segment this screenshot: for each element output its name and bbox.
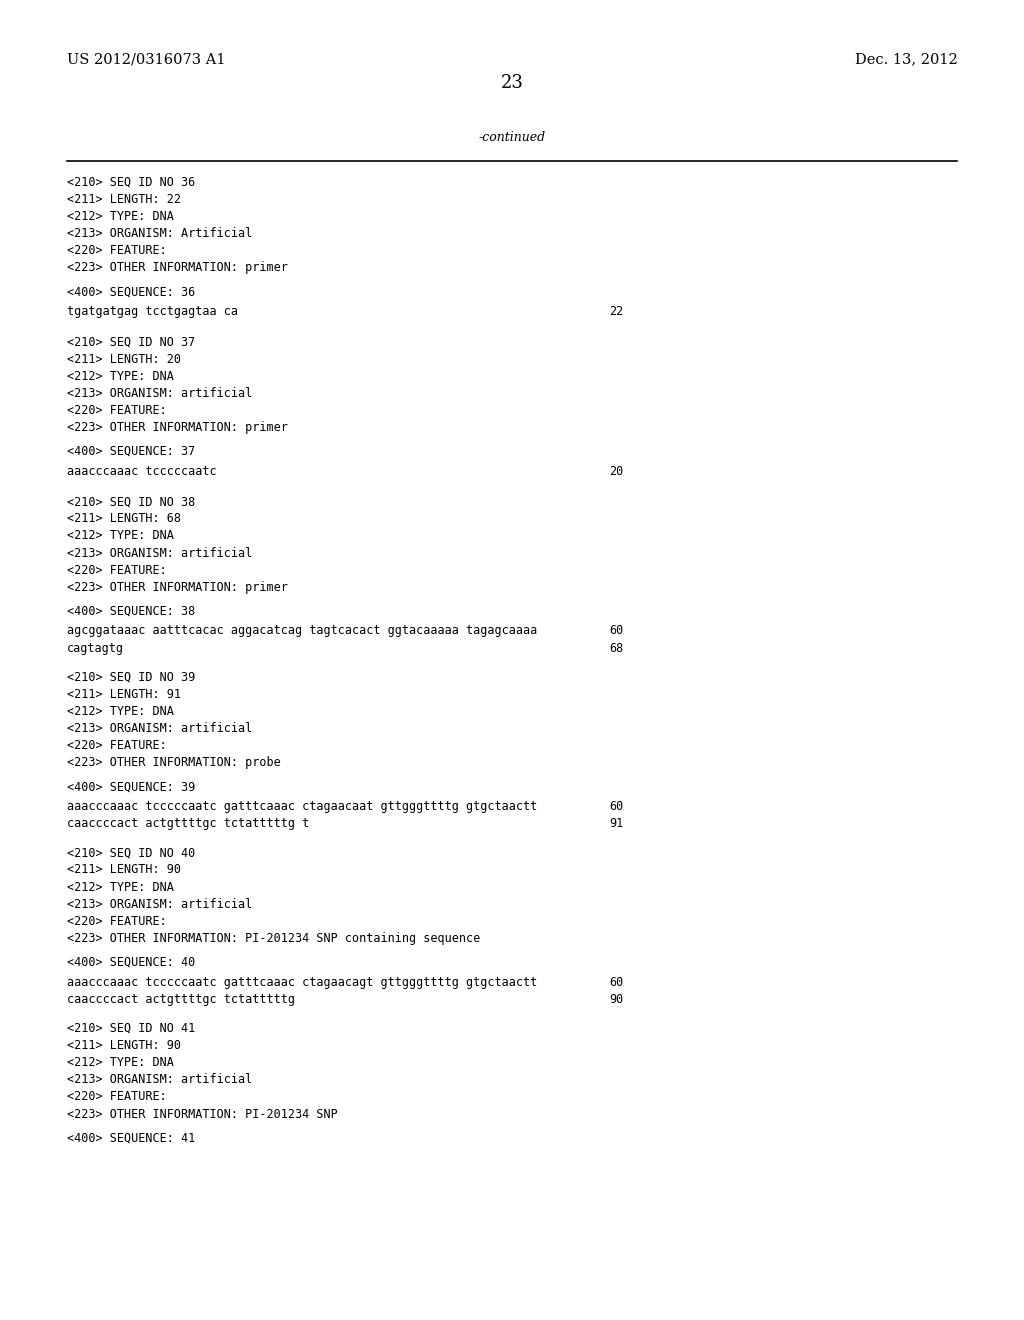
Text: <211> LENGTH: 91: <211> LENGTH: 91	[67, 688, 180, 701]
Text: 68: 68	[609, 642, 624, 655]
Text: <400> SEQUENCE: 38: <400> SEQUENCE: 38	[67, 605, 195, 618]
Text: <213> ORGANISM: artificial: <213> ORGANISM: artificial	[67, 546, 252, 560]
Text: 90: 90	[609, 993, 624, 1006]
Text: <400> SEQUENCE: 41: <400> SEQUENCE: 41	[67, 1131, 195, 1144]
Text: <210> SEQ ID NO 41: <210> SEQ ID NO 41	[67, 1022, 195, 1035]
Text: <223> OTHER INFORMATION: PI-201234 SNP containing sequence: <223> OTHER INFORMATION: PI-201234 SNP c…	[67, 932, 480, 945]
Text: <210> SEQ ID NO 39: <210> SEQ ID NO 39	[67, 671, 195, 684]
Text: cagtagtg: cagtagtg	[67, 642, 124, 655]
Text: 60: 60	[609, 624, 624, 638]
Text: <212> TYPE: DNA: <212> TYPE: DNA	[67, 529, 173, 543]
Text: <212> TYPE: DNA: <212> TYPE: DNA	[67, 880, 173, 894]
Text: <213> ORGANISM: artificial: <213> ORGANISM: artificial	[67, 1073, 252, 1086]
Text: US 2012/0316073 A1: US 2012/0316073 A1	[67, 53, 225, 66]
Text: <210> SEQ ID NO 37: <210> SEQ ID NO 37	[67, 335, 195, 348]
Text: 22: 22	[609, 305, 624, 318]
Text: <220> FEATURE:: <220> FEATURE:	[67, 404, 166, 417]
Text: <223> OTHER INFORMATION: probe: <223> OTHER INFORMATION: probe	[67, 756, 281, 770]
Text: <210> SEQ ID NO 40: <210> SEQ ID NO 40	[67, 846, 195, 859]
Text: <220> FEATURE:: <220> FEATURE:	[67, 739, 166, 752]
Text: 60: 60	[609, 975, 624, 989]
Text: aaacccaaac tcccccaatc gatttcaaac ctagaacaat gttgggttttg gtgctaactt: aaacccaaac tcccccaatc gatttcaaac ctagaac…	[67, 800, 537, 813]
Text: <213> ORGANISM: artificial: <213> ORGANISM: artificial	[67, 722, 252, 735]
Text: <213> ORGANISM: artificial: <213> ORGANISM: artificial	[67, 387, 252, 400]
Text: 60: 60	[609, 800, 624, 813]
Text: <220> FEATURE:: <220> FEATURE:	[67, 564, 166, 577]
Text: <212> TYPE: DNA: <212> TYPE: DNA	[67, 370, 173, 383]
Text: 23: 23	[501, 74, 523, 92]
Text: <211> LENGTH: 68: <211> LENGTH: 68	[67, 512, 180, 525]
Text: aaacccaaac tcccccaatc: aaacccaaac tcccccaatc	[67, 465, 216, 478]
Text: <223> OTHER INFORMATION: primer: <223> OTHER INFORMATION: primer	[67, 421, 288, 434]
Text: agcggataaac aatttcacac aggacatcag tagtcacact ggtacaaaaa tagagcaaaa: agcggataaac aatttcacac aggacatcag tagtca…	[67, 624, 537, 638]
Text: <212> TYPE: DNA: <212> TYPE: DNA	[67, 210, 173, 223]
Text: <211> LENGTH: 20: <211> LENGTH: 20	[67, 352, 180, 366]
Text: tgatgatgag tcctgagtaa ca: tgatgatgag tcctgagtaa ca	[67, 305, 238, 318]
Text: <223> OTHER INFORMATION: PI-201234 SNP: <223> OTHER INFORMATION: PI-201234 SNP	[67, 1107, 337, 1121]
Text: <223> OTHER INFORMATION: primer: <223> OTHER INFORMATION: primer	[67, 581, 288, 594]
Text: 91: 91	[609, 817, 624, 830]
Text: <211> LENGTH: 90: <211> LENGTH: 90	[67, 863, 180, 876]
Text: Dec. 13, 2012: Dec. 13, 2012	[855, 53, 957, 66]
Text: <210> SEQ ID NO 36: <210> SEQ ID NO 36	[67, 176, 195, 189]
Text: <211> LENGTH: 90: <211> LENGTH: 90	[67, 1039, 180, 1052]
Text: caaccccact actgttttgc tctatttttg: caaccccact actgttttgc tctatttttg	[67, 993, 295, 1006]
Text: <212> TYPE: DNA: <212> TYPE: DNA	[67, 705, 173, 718]
Text: 20: 20	[609, 465, 624, 478]
Text: <223> OTHER INFORMATION: primer: <223> OTHER INFORMATION: primer	[67, 261, 288, 275]
Text: <220> FEATURE:: <220> FEATURE:	[67, 915, 166, 928]
Text: <220> FEATURE:: <220> FEATURE:	[67, 244, 166, 257]
Text: aaacccaaac tcccccaatc gatttcaaac ctagaacagt gttgggttttg gtgctaactt: aaacccaaac tcccccaatc gatttcaaac ctagaac…	[67, 975, 537, 989]
Text: <212> TYPE: DNA: <212> TYPE: DNA	[67, 1056, 173, 1069]
Text: <400> SEQUENCE: 36: <400> SEQUENCE: 36	[67, 285, 195, 298]
Text: <210> SEQ ID NO 38: <210> SEQ ID NO 38	[67, 495, 195, 508]
Text: <220> FEATURE:: <220> FEATURE:	[67, 1090, 166, 1104]
Text: caaccccact actgttttgc tctatttttg t: caaccccact actgttttgc tctatttttg t	[67, 817, 309, 830]
Text: <213> ORGANISM: Artificial: <213> ORGANISM: Artificial	[67, 227, 252, 240]
Text: <213> ORGANISM: artificial: <213> ORGANISM: artificial	[67, 898, 252, 911]
Text: <400> SEQUENCE: 40: <400> SEQUENCE: 40	[67, 956, 195, 969]
Text: <211> LENGTH: 22: <211> LENGTH: 22	[67, 193, 180, 206]
Text: <400> SEQUENCE: 37: <400> SEQUENCE: 37	[67, 445, 195, 458]
Text: <400> SEQUENCE: 39: <400> SEQUENCE: 39	[67, 780, 195, 793]
Text: -continued: -continued	[478, 131, 546, 144]
